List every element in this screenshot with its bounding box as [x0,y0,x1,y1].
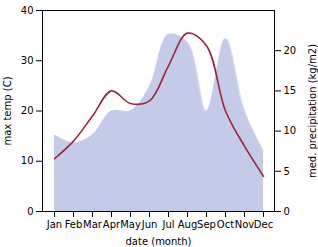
svg-text:30: 30 [21,55,34,66]
svg-text:10: 10 [21,155,34,166]
svg-text:0: 0 [27,206,33,217]
svg-text:max temp (C): max temp (C) [2,76,13,145]
svg-text:Apr: Apr [103,219,121,230]
svg-text:Mar: Mar [83,219,103,230]
svg-text:May: May [120,219,141,230]
svg-text:Jan: Jan [46,219,62,230]
svg-text:Feb: Feb [65,219,83,230]
svg-text:Sep: Sep [197,219,216,230]
svg-text:Oct: Oct [217,219,234,230]
svg-text:Nov: Nov [235,219,255,230]
svg-text:20: 20 [21,105,34,116]
svg-text:40: 40 [21,5,34,16]
svg-text:Jul: Jul [161,219,174,230]
svg-text:Jun: Jun [141,219,158,230]
svg-text:0: 0 [284,206,290,217]
svg-text:date (month): date (month) [126,236,192,247]
svg-text:med. precipitation (kg/m2): med. precipitation (kg/m2) [307,44,318,178]
svg-text:10: 10 [284,125,297,136]
svg-text:Dec: Dec [254,219,273,230]
svg-text:20: 20 [284,45,297,56]
svg-text:Aug: Aug [178,219,198,230]
svg-text:5: 5 [284,166,290,177]
svg-text:15: 15 [284,85,297,96]
